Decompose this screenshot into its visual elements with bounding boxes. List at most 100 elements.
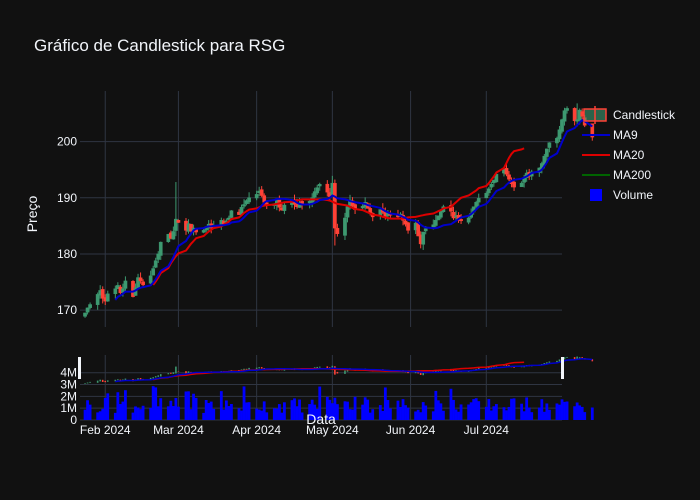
volume-bar xyxy=(141,405,145,420)
candle xyxy=(317,182,322,191)
legend: Candlestick MA9 MA20 MA200 Volume xyxy=(582,106,676,202)
candle xyxy=(141,279,145,288)
candle-body xyxy=(171,231,176,240)
volume-bar xyxy=(494,404,498,420)
volume-bar xyxy=(265,412,269,420)
volume-bar xyxy=(260,410,264,420)
volume-tick-label: 4M xyxy=(60,366,77,380)
candle-body xyxy=(512,181,516,188)
volume-bar xyxy=(558,404,561,420)
volume-bar xyxy=(333,397,337,420)
candle xyxy=(171,226,176,240)
volume-bar xyxy=(590,407,594,420)
volume-bar xyxy=(366,399,370,420)
volume-bar xyxy=(474,398,478,420)
volume-bar xyxy=(240,410,243,420)
volume-bar xyxy=(308,404,312,420)
volume-bar xyxy=(121,401,125,420)
candle-body xyxy=(95,294,100,305)
volume-bar xyxy=(262,401,266,420)
price-tick-label: 170 xyxy=(57,303,77,317)
candle xyxy=(421,231,426,250)
volume-bar xyxy=(227,406,231,420)
volume-panel-overlay xyxy=(78,356,594,384)
candle-body xyxy=(317,184,322,187)
candle-body xyxy=(451,212,456,219)
date-tick-label: Feb 2024 xyxy=(80,423,131,437)
volume-bar xyxy=(154,387,158,420)
volume-bar xyxy=(283,402,286,420)
volume-bar xyxy=(399,407,402,420)
volume-bar xyxy=(116,392,120,420)
candle-body xyxy=(335,227,340,234)
candle xyxy=(486,186,491,196)
candle xyxy=(242,199,246,209)
candle xyxy=(489,181,494,190)
candle-body xyxy=(476,198,481,203)
candle-body xyxy=(575,119,579,122)
volume-bar xyxy=(222,409,226,420)
volume-bar xyxy=(404,405,407,420)
volume-bar xyxy=(388,408,392,420)
volume-bar xyxy=(371,409,375,420)
candle-body xyxy=(156,253,161,260)
volume-tick-label: 3M xyxy=(60,378,77,392)
candle-body xyxy=(547,142,552,148)
volume-bar xyxy=(378,405,382,420)
candle-body xyxy=(507,174,511,180)
date-tick-label: Jun 2024 xyxy=(386,423,436,437)
candle-body xyxy=(439,210,443,218)
volume-bar xyxy=(414,411,418,420)
candle xyxy=(136,273,140,290)
volume-bar xyxy=(565,401,569,420)
candle-body xyxy=(572,108,577,122)
legend-item: Volume xyxy=(590,188,653,202)
price-tick-label: 200 xyxy=(57,135,77,149)
volume-bar xyxy=(353,396,357,420)
volume-bar xyxy=(573,406,577,420)
candle-body xyxy=(565,108,569,111)
candle-body xyxy=(459,219,463,222)
legend-label: MA200 xyxy=(613,168,651,182)
volume-bar xyxy=(441,410,445,420)
candle-body xyxy=(555,137,559,144)
legend-square-swatch xyxy=(590,189,602,201)
volume-bar xyxy=(174,397,178,420)
volume-bar xyxy=(545,403,549,420)
candle-body xyxy=(141,281,145,286)
candle xyxy=(449,200,453,217)
volume-bar xyxy=(192,393,195,420)
volume-bar xyxy=(580,406,584,420)
candle-body xyxy=(229,210,234,218)
candle xyxy=(572,107,577,126)
volume-bar xyxy=(310,399,314,420)
volume-bar xyxy=(512,398,516,420)
volume-tick-label: 2M xyxy=(60,389,77,403)
volume-bar xyxy=(187,391,190,420)
candle xyxy=(547,142,552,153)
volume-bar xyxy=(522,411,526,420)
volume-bar xyxy=(505,410,508,420)
candle-body xyxy=(201,230,206,233)
candle xyxy=(333,179,337,246)
volume-bar xyxy=(434,390,438,420)
candle xyxy=(476,193,481,208)
volume-bar xyxy=(419,412,423,420)
candle-body xyxy=(449,205,453,212)
candle-body xyxy=(254,194,259,199)
candle xyxy=(433,214,438,229)
volume-bar xyxy=(351,409,354,420)
candle-body xyxy=(484,193,489,199)
volume-bar xyxy=(204,400,208,420)
ma20-line xyxy=(152,147,525,286)
date-tick-label: May 2024 xyxy=(306,423,359,437)
candle-body xyxy=(121,288,125,293)
volume-bar xyxy=(336,404,339,420)
volume-bar xyxy=(510,398,513,420)
candle-body xyxy=(315,187,320,194)
volume-bar xyxy=(457,411,460,420)
candle xyxy=(345,205,350,223)
volume-bar xyxy=(424,405,428,420)
candle-body xyxy=(423,228,428,232)
volume-bar xyxy=(477,401,481,420)
